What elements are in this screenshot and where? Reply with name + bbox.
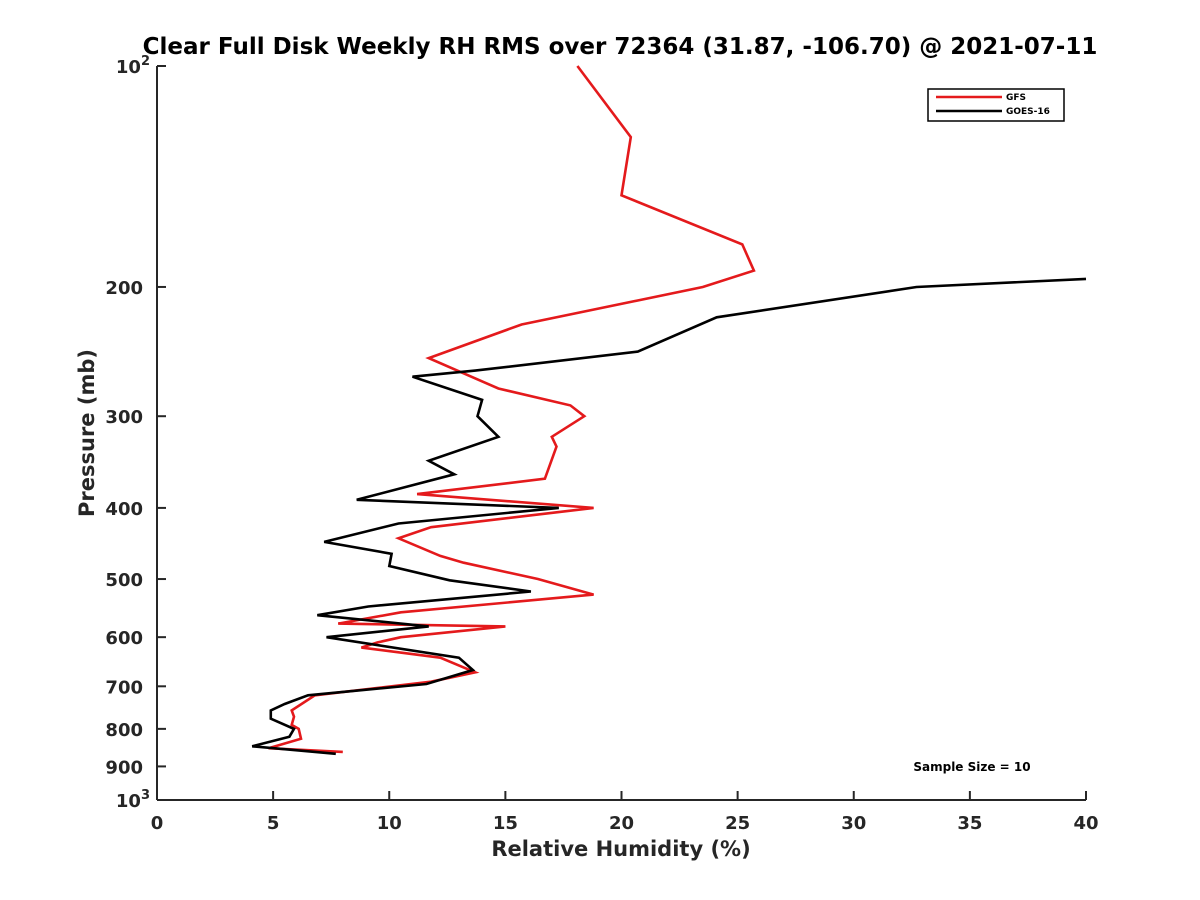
series-gfs	[268, 65, 756, 754]
axes	[156, 66, 1086, 801]
x-tick-label: 25	[725, 813, 750, 834]
y-axis-label: Pressure (mb)	[75, 349, 99, 517]
series-line	[268, 65, 756, 754]
legend: GFS GOES-16	[927, 88, 1065, 122]
legend-label-goes16: GOES-16	[1006, 107, 1050, 117]
series-layer	[251, 65, 1087, 756]
x-tick-label: 20	[609, 813, 634, 834]
y-tick-label: 900	[105, 757, 143, 778]
x-tick-label: 15	[493, 813, 518, 834]
y-tick-label: 700	[105, 677, 143, 698]
y-tick-label: 500	[105, 570, 143, 591]
y-tick-label: 800	[105, 720, 143, 741]
x-axis-label: Relative Humidity (%)	[491, 837, 750, 861]
legend-box	[927, 88, 1065, 122]
x-tick-label: 35	[957, 813, 982, 834]
y-tick-label: 102	[116, 54, 150, 78]
x-tick-label: 30	[841, 813, 866, 834]
sample-size-annotation: Sample Size = 10	[913, 760, 1030, 774]
series-line	[251, 277, 1087, 756]
y-tick-label: 300	[105, 407, 143, 428]
y-tick-label: 103	[116, 788, 150, 812]
y-tick-label: 600	[105, 628, 143, 649]
y-tick-label: 400	[105, 499, 143, 520]
x-tick-label: 0	[151, 813, 164, 834]
y-axis-ticks: 102 200 300 400 500 600 700 800 900 103	[105, 54, 166, 812]
x-tick-label: 5	[267, 813, 280, 834]
chart-title: Clear Full Disk Weekly RH RMS over 72364…	[143, 34, 1098, 60]
x-tick-label: 40	[1073, 813, 1098, 834]
legend-label-gfs: GFS	[1006, 93, 1026, 103]
series-goes-16	[251, 277, 1087, 756]
x-axis-ticks: 0 5 10 15 20 25 30 35 40	[151, 791, 1099, 834]
y-tick-label: 200	[105, 278, 143, 299]
x-tick-label: 10	[377, 813, 402, 834]
